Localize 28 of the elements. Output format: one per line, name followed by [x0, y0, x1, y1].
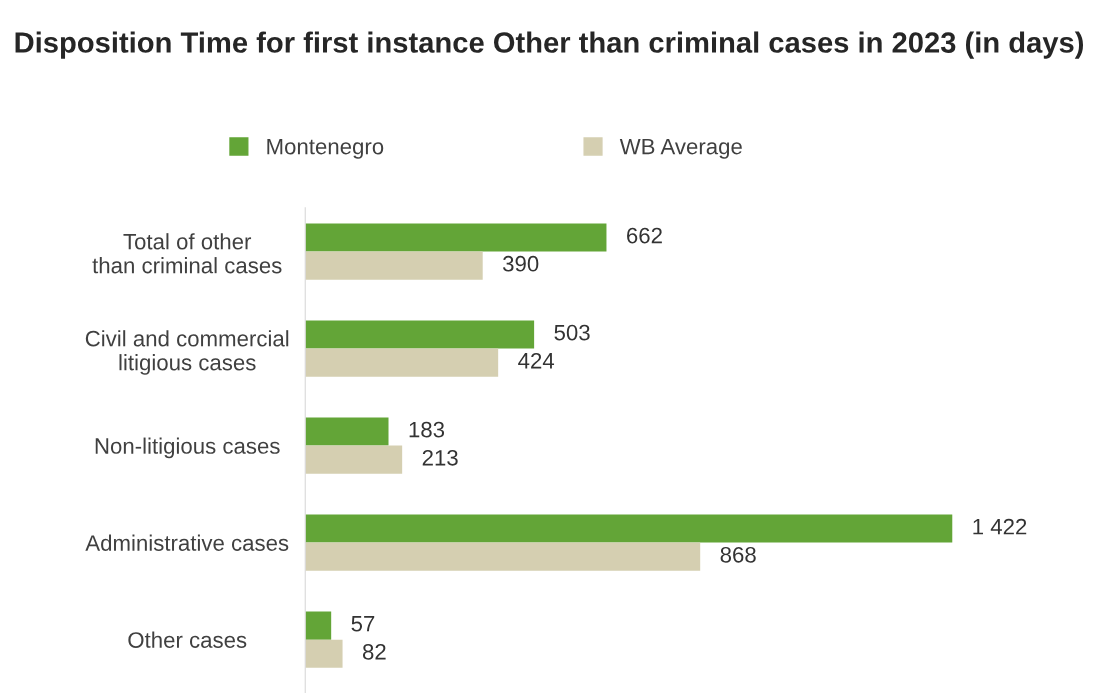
legend-label: Montenegro: [267, 138, 384, 159]
y-tick-label: Civil and commercial litigious cases: [85, 330, 289, 375]
data-label: 183: [409, 421, 445, 438]
data-label: 424: [518, 352, 555, 369]
data-label: 57: [351, 616, 375, 632]
bar: [305, 611, 332, 640]
data-label: 662: [627, 227, 662, 244]
chart-title: Disposition Time for first instance Other than criminal cases in 2023 (in days): [15, 31, 1084, 59]
bar: [305, 445, 403, 474]
y-tick-label: Total of other than criminal cases: [92, 233, 282, 274]
data-label: 82: [362, 643, 386, 660]
bar: [305, 348, 499, 377]
y-tick-label: Non-litigious cases: [95, 437, 280, 459]
bar: [305, 320, 535, 349]
bar: [305, 417, 389, 446]
data-label: 503: [554, 324, 590, 341]
bar: [305, 251, 483, 280]
bar: [305, 514, 953, 543]
data-label: 868: [720, 546, 756, 563]
y-tick-label: Administrative cases: [85, 534, 289, 551]
data-label: 213: [422, 449, 458, 466]
bar: [305, 542, 701, 571]
y-tick-label: Other cases: [128, 631, 247, 648]
bar: [305, 639, 343, 668]
legend-label: WB Average: [619, 138, 742, 159]
bar: [305, 223, 607, 252]
data-label: 1 422: [973, 518, 1027, 535]
data-label: 390: [502, 255, 539, 272]
